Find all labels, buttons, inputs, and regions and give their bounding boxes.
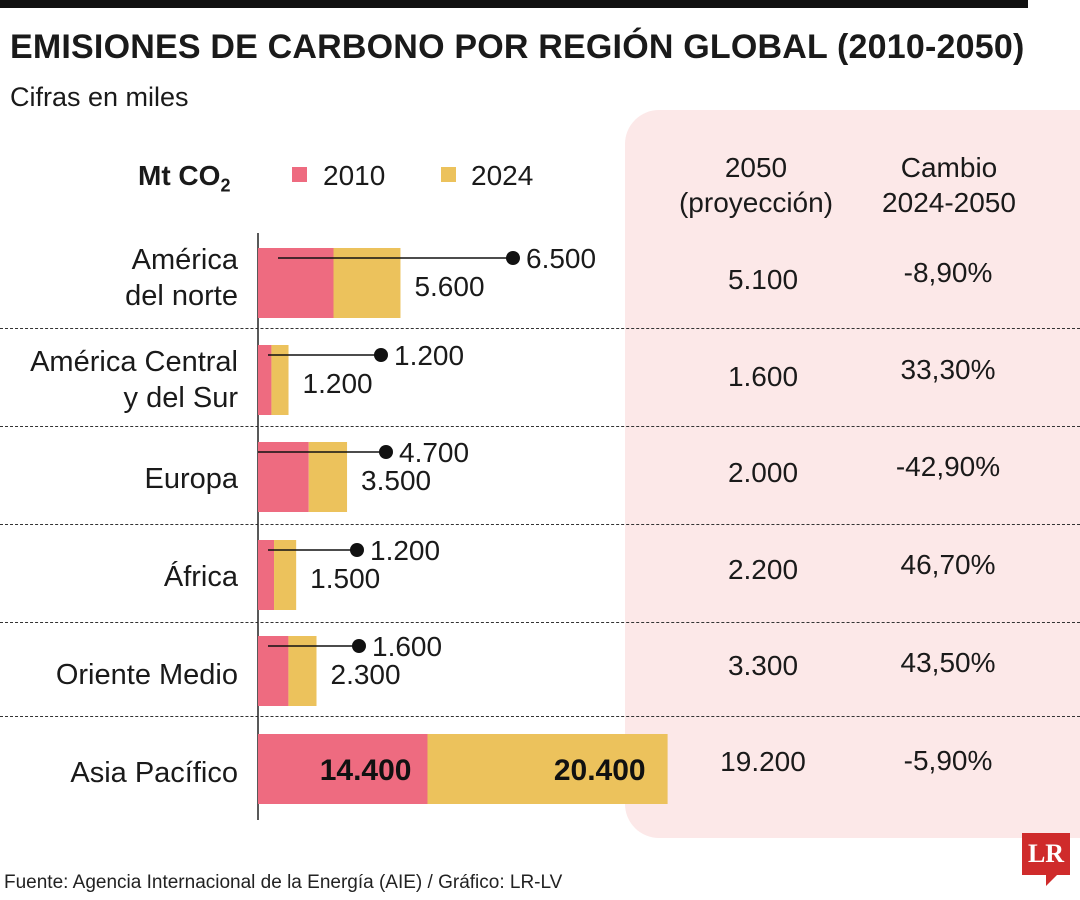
bar-2010 (258, 734, 428, 804)
region-label: África (163, 561, 238, 593)
bar-2010 (258, 248, 334, 318)
data-label-2010: 14.400 (320, 754, 412, 787)
change-cell: -8,90% (903, 257, 993, 288)
column-header-projection: 2050 (proyección) (678, 152, 834, 218)
data-label-2024: 5.600 (414, 271, 484, 302)
bar-2024 (427, 734, 668, 804)
legend-label-2010: 2010 (323, 160, 386, 191)
data-label-2010: 1.200 (370, 535, 440, 566)
marker-dot-2010 (352, 639, 366, 653)
region-label: Europa (144, 463, 238, 495)
bar-2024 (333, 248, 401, 318)
lr-logo: LR (1022, 833, 1070, 875)
change-cell: -5,90% (903, 745, 993, 776)
marker-dot-2010 (350, 543, 364, 557)
marker-dot-2010 (379, 445, 393, 459)
data-label-2010: 1.200 (394, 340, 464, 371)
bar-2010 (258, 540, 275, 610)
projection-cell: 19.200 (720, 746, 806, 777)
marker-dot-2010 (506, 251, 520, 265)
bar-2024 (274, 540, 297, 610)
lr-logo-tail (1046, 874, 1058, 886)
legend-swatch-2024 (441, 167, 456, 182)
row-divider (0, 716, 1080, 717)
top-rule (0, 0, 1028, 8)
region-label: Oriente Medio (55, 659, 238, 691)
bar-2010 (258, 636, 289, 706)
row-divider (0, 328, 1080, 329)
bar-2024 (308, 442, 348, 512)
unit-label: Mt CO2 (138, 160, 231, 196)
column-header-change: Cambio 2024-2050 (882, 152, 1016, 218)
data-label-2024: 3.500 (361, 465, 431, 496)
change-cell: 46,70% (900, 549, 996, 580)
region-label: América del norte (125, 244, 238, 312)
projection-cell: 1.600 (727, 361, 799, 392)
data-label-2024: 1.200 (303, 368, 373, 399)
data-label-2024: 20.400 (554, 754, 646, 787)
legend-swatch-2010 (292, 167, 307, 182)
legend-label-2024: 2024 (471, 160, 534, 191)
data-label-2010: 1.600 (372, 631, 442, 662)
data-label-2010: 4.700 (399, 437, 469, 468)
region-label: América Central y del Sur (30, 346, 238, 414)
bar-2024 (288, 636, 317, 706)
bar-2010 (258, 345, 272, 415)
bar-2010 (258, 442, 309, 512)
region-label: Asia Pacífico (70, 757, 238, 789)
row-divider (0, 622, 1080, 623)
bar-2024 (271, 345, 289, 415)
source-footer: Fuente: Agencia Internacional de la Ener… (4, 872, 563, 893)
chart-title: EMISIONES DE CARBONO POR REGIÓN GLOBAL (… (10, 28, 1025, 66)
data-label-2024: 1.500 (310, 563, 380, 594)
marker-dot-2010 (374, 348, 388, 362)
change-cell: 43,50% (900, 647, 996, 678)
data-label-2010: 6.500 (526, 243, 596, 274)
change-cell: 33,30% (900, 354, 996, 385)
row-divider (0, 426, 1080, 427)
projection-cell: 2.000 (727, 457, 799, 488)
projection-cell: 2.200 (727, 554, 799, 585)
chart-subtitle: Cifras en miles (10, 82, 189, 112)
change-cell: -42,90% (895, 451, 1001, 482)
projection-cell: 3.300 (727, 650, 799, 681)
projection-cell: 5.100 (727, 264, 799, 295)
data-label-2024: 2.300 (331, 659, 401, 690)
row-divider (0, 524, 1080, 525)
